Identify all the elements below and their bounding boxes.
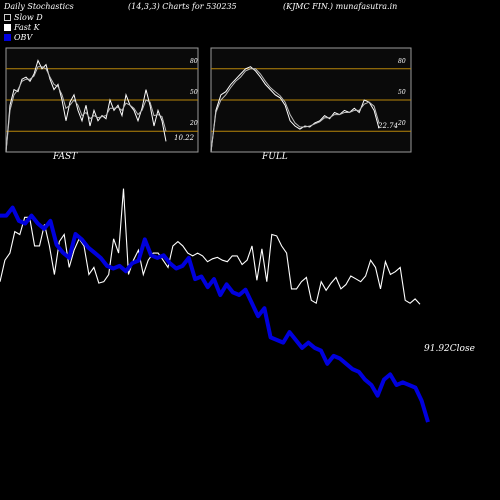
full-series-fast-k-line [210,66,380,153]
fast-tick-label-50: 50 [190,89,198,96]
legend-swatch-slow-d [4,14,11,21]
legend-obv: OBV [4,33,32,43]
fast-series-slow-d-line [5,66,167,153]
chart-title: Daily Stochastics [4,2,74,11]
company-name: (KJMC FIN.) munafasutra.in [283,2,398,11]
fast-panel-label: FAST [53,152,78,162]
obv-line [0,205,430,423]
fast-series-fast-k-line [5,59,167,153]
full-series-slow-d-line [210,68,380,153]
full-tick-label-20: 20 [397,120,406,127]
chart-params: (14,3,3) Charts for 530235 [128,2,237,11]
legend-label-slow-d: Slow D [14,13,43,22]
close-value-label: 91.92Close [424,344,475,354]
legend-slow-d: Slow D [4,13,43,23]
legend-swatch-obv [4,34,11,41]
full-tick-label-80: 80 [398,58,406,65]
legend-label-fast-k: Fast K [14,23,40,32]
full-value-label: 22.74 [377,122,398,130]
fast-tick-label-20: 20 [189,120,198,127]
legend-swatch-fast-k [4,24,11,31]
fast-tick-label-80: 80 [190,58,198,65]
full-tick-label-50: 50 [398,89,406,96]
full-panel-label: FULL [262,152,288,162]
legend-label-obv: OBV [14,33,33,42]
close-price-line [0,188,421,305]
legend-fast-k: Fast K [4,23,40,33]
fast-value-label: 10.22 [174,134,195,142]
